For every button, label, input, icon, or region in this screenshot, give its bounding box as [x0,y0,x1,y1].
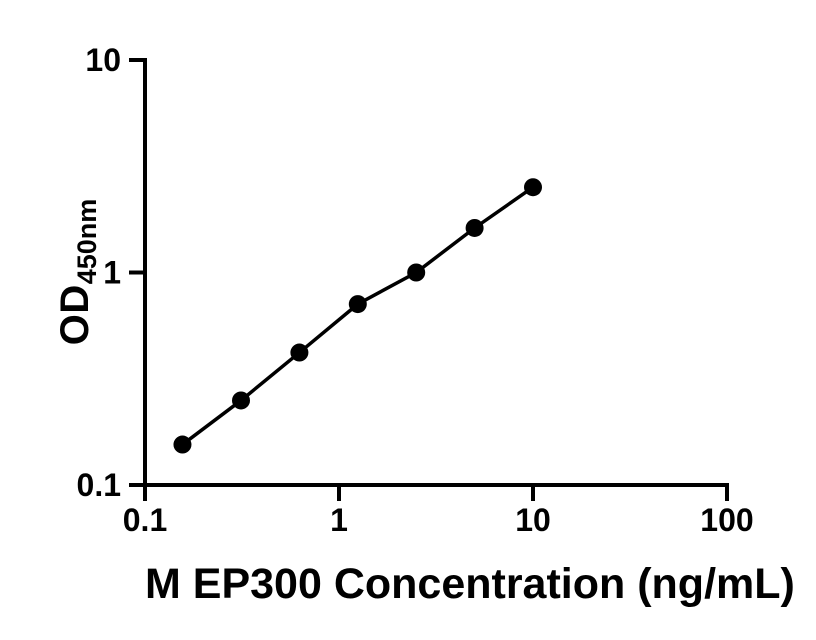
x-tick-label: 100 [700,502,753,538]
y-axis-title-main: OD [53,284,97,346]
data-point [407,263,426,282]
y-tick-label: 10 [85,42,121,78]
data-point [232,391,251,410]
x-tick-label: 10 [515,502,551,538]
data-point [465,218,484,237]
x-tick-label: 0.1 [123,502,167,538]
y-axis-title: OD450nm [53,199,103,346]
data-point [348,295,367,314]
data-point [173,435,192,454]
data-point [524,178,542,197]
y-tick-label: 1 [103,255,121,291]
y-tick-label: 0.1 [77,467,121,503]
y-axis-title-subscript: 450nm [72,198,102,285]
x-tick-label: 1 [330,502,348,538]
data-point [290,343,309,362]
x-axis-title: M EP300 Concentration (ng/mL) [145,560,795,608]
